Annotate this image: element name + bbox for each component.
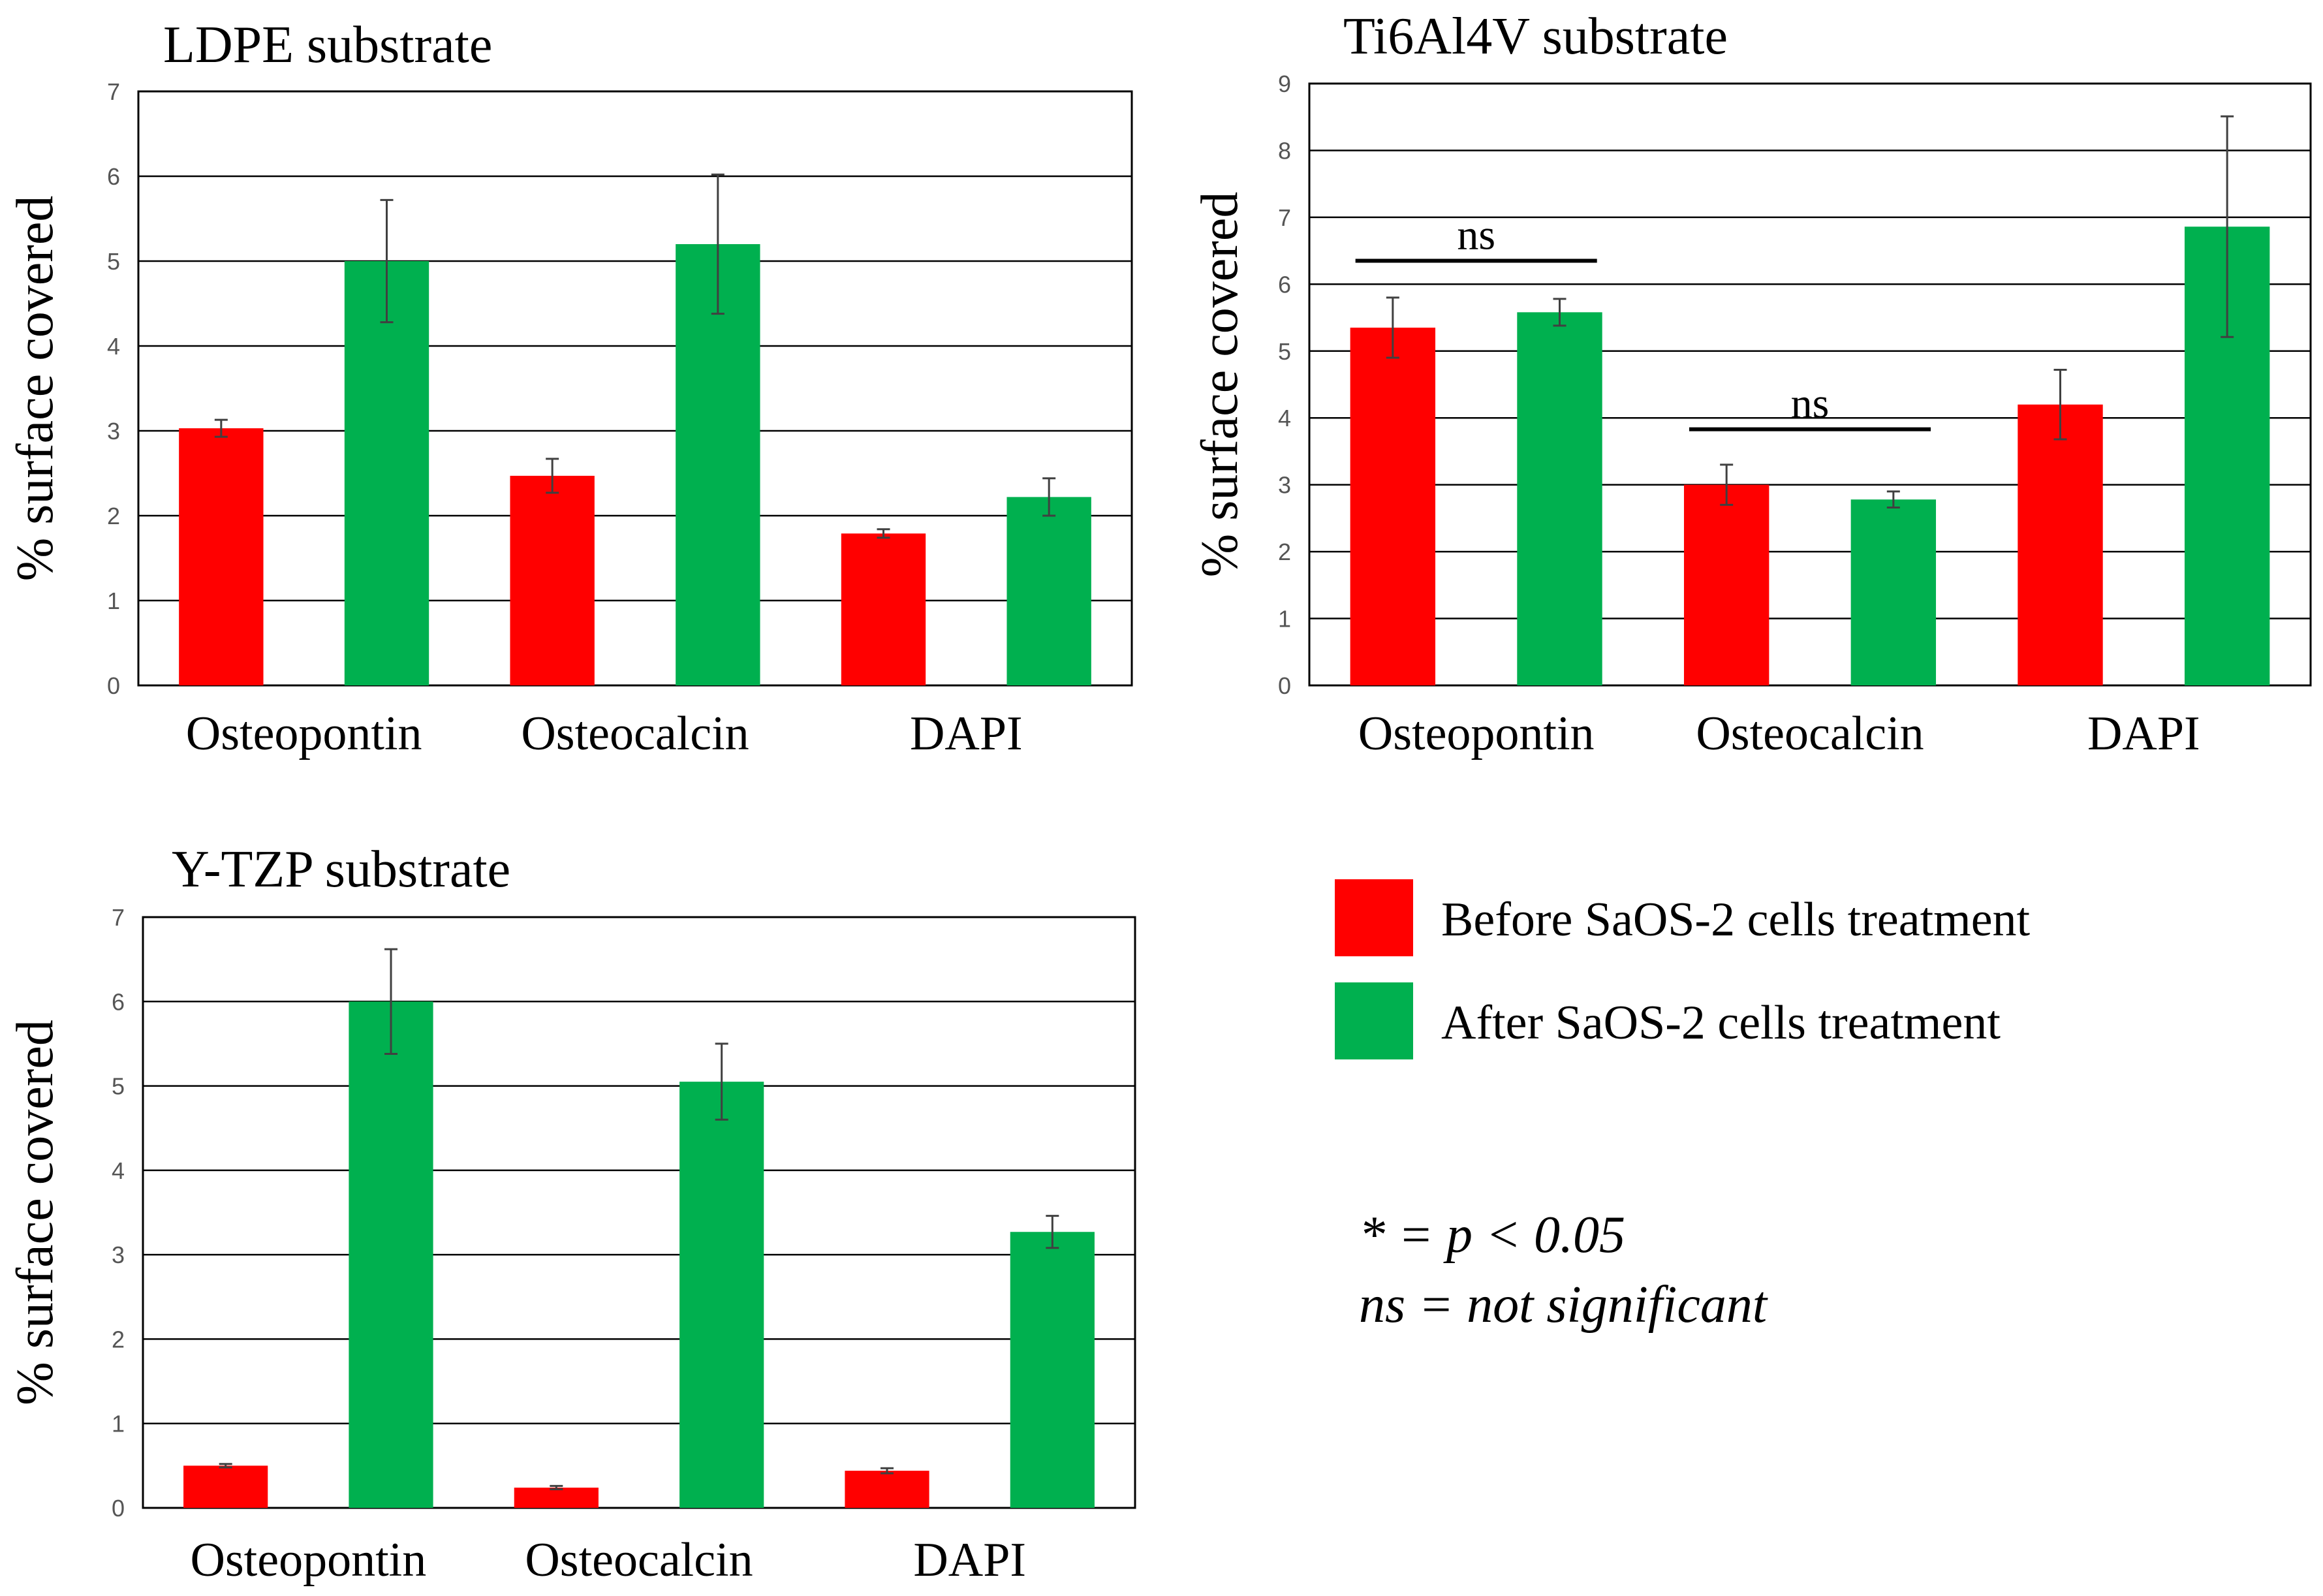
chart-2-error-bar-osteocalcin-before	[550, 1484, 563, 1491]
chart-2-bar-dapi-before	[845, 1471, 929, 1508]
chart-1-x-tick-dapi: DAPI	[2087, 707, 2200, 760]
chart-1-bar-osteocalcin-after	[1850, 499, 1937, 685]
chart-2-y-tick-0: 0	[112, 1495, 125, 1522]
chart-1-error-bar-dapi-after	[2221, 115, 2234, 338]
chart-1-y-tick-5: 5	[1278, 338, 1291, 365]
chart-0-y-tick-6: 6	[107, 163, 120, 190]
chart-0-bar-osteopontin-after	[344, 261, 429, 685]
chart-ytzp: Y-TZP substrate % surface covered 0 1 2 3 4 5 6 7…	[7, 841, 1136, 1587]
chart-1-bar-dapi-before	[2018, 404, 2103, 685]
legend-swatch-before	[1335, 879, 1413, 956]
chart-2-y-tick-5: 5	[112, 1073, 125, 1100]
chart-1-y-tick-2: 2	[1278, 539, 1291, 565]
significance-notes: * = p < 0.05 ns = not significant	[1359, 1206, 1768, 1334]
chart-0-bar-dapi-before	[841, 533, 926, 685]
chart-0-error-bar-osteocalcin-after	[711, 173, 725, 315]
chart-0-error-bar-osteopontin-before	[214, 418, 228, 438]
chart-ldpe: LDPE substrate % surface covered 0 1 2 3 4 5 6 7 O…	[7, 16, 1133, 760]
chart-2-error-bar-dapi-before	[881, 1467, 894, 1475]
chart-0-error-bar-dapi-before	[877, 528, 890, 539]
note-p-value: * = p < 0.05	[1359, 1206, 1625, 1264]
chart-0-title: LDPE substrate	[163, 16, 492, 74]
chart-1-y-axis-label: % surface covered	[1191, 192, 1249, 578]
chart-2-x-tick-osteopontin: Osteopontin	[190, 1533, 426, 1587]
chart-0-y-tick-4: 4	[107, 333, 120, 360]
legend-label-after: After SaOS-2 cells treatment	[1441, 996, 2001, 1050]
chart-2-y-tick-1: 1	[112, 1411, 125, 1437]
chart-1-error-bar-dapi-before	[2053, 368, 2067, 441]
chart-2-bar-osteocalcin-before	[514, 1487, 599, 1508]
chart-1-y-tick-8: 8	[1278, 137, 1291, 164]
chart-2-title: Y-TZP substrate	[172, 841, 510, 898]
chart-2-y-tick-7: 7	[112, 904, 125, 931]
chart-1-error-bar-osteopontin-after	[1553, 298, 1567, 327]
chart-2-error-bar-osteopontin-after	[384, 948, 398, 1055]
chart-0-y-axis-label: % surface covered	[7, 196, 64, 582]
chart-0-error-bar-osteocalcin-before	[546, 458, 559, 494]
chart-2-y-axis-label: % surface covered	[7, 1020, 64, 1405]
chart-1-bar-osteocalcin-before	[1683, 484, 1770, 685]
chart-ti6al4v: Ti6Al4V substrate % surface covered 0 1 2 3 4 5…	[1191, 8, 2312, 760]
chart-1-x-tick-osteocalcin: Osteocalcin	[1696, 707, 1924, 760]
chart-2-y-tick-2: 2	[112, 1326, 125, 1353]
chart-0-error-bar-dapi-after	[1042, 477, 1056, 517]
chart-1-ns-label-1: ns	[1791, 380, 1830, 428]
chart-1-error-bar-osteocalcin-after	[1886, 490, 1900, 509]
chart-1-y-tick-6: 6	[1278, 271, 1291, 298]
chart-0-error-bar-osteopontin-after	[380, 198, 394, 324]
chart-2-bar-osteopontin-before	[183, 1465, 268, 1508]
chart-0-y-tick-3: 3	[107, 418, 120, 445]
chart-2-bar-osteopontin-after	[349, 1001, 433, 1508]
chart-1-title: Ti6Al4V substrate	[1343, 8, 1728, 65]
chart-1-error-bar-osteocalcin-before	[1720, 463, 1734, 506]
chart-2-error-bar-osteocalcin-after	[715, 1042, 728, 1121]
chart-0-y-tick-7: 7	[107, 78, 120, 105]
chart-2-x-tick-osteocalcin: Osteocalcin	[525, 1533, 753, 1587]
chart-2-error-bar-dapi-after	[1046, 1215, 1059, 1249]
chart-0-bar-osteopontin-before	[179, 428, 264, 685]
chart-0-plot-frame	[137, 90, 1133, 687]
chart-2-y-tick-4: 4	[112, 1157, 125, 1184]
chart-1-error-bar-osteopontin-before	[1386, 296, 1399, 359]
chart-1-ns-label-0: ns	[1457, 211, 1495, 258]
chart-0-y-tick-0: 0	[107, 672, 120, 699]
chart-2-plot-frame	[142, 916, 1136, 1509]
chart-0-y-tick-1: 1	[107, 587, 120, 614]
chart-0-x-tick-osteopontin: Osteopontin	[186, 707, 422, 760]
chart-2-bar-dapi-after	[1010, 1232, 1095, 1508]
chart-0-x-tick-osteocalcin: Osteocalcin	[521, 707, 749, 760]
chart-0-x-tick-dapi: DAPI	[910, 707, 1023, 760]
chart-0-y-tick-2: 2	[107, 503, 120, 529]
chart-2-error-bar-osteopontin-before	[219, 1463, 232, 1469]
chart-1-y-tick-4: 4	[1278, 405, 1291, 431]
chart-1-plot-frame	[1308, 82, 2312, 687]
chart-2-x-tick-dapi: DAPI	[913, 1533, 1026, 1587]
chart-1-y-tick-9: 9	[1278, 70, 1291, 97]
note-ns: ns = not significant	[1359, 1276, 1768, 1334]
chart-2-y-tick-6: 6	[112, 988, 125, 1015]
chart-0-y-tick-5: 5	[107, 248, 120, 275]
chart-0-bar-dapi-after	[1006, 497, 1091, 685]
legend-label-before: Before SaOS-2 cells treatment	[1441, 893, 2031, 947]
chart-1-y-tick-1: 1	[1278, 606, 1291, 633]
chart-1-bar-osteopontin-before	[1350, 327, 1436, 685]
legend: Before SaOS-2 cells treatment After SaOS…	[1335, 879, 2031, 1059]
chart-1-y-tick-3: 3	[1278, 472, 1291, 499]
legend-swatch-after	[1335, 982, 1413, 1059]
chart-1-y-tick-0: 0	[1278, 672, 1291, 699]
chart-0-bar-osteocalcin-before	[510, 475, 595, 685]
chart-1-x-tick-osteopontin: Osteopontin	[1358, 707, 1595, 760]
chart-2-bar-osteocalcin-after	[679, 1082, 764, 1508]
chart-2-y-tick-3: 3	[112, 1242, 125, 1268]
chart-1-y-tick-7: 7	[1278, 204, 1291, 231]
chart-1-bar-osteopontin-after	[1517, 312, 1602, 685]
chart-0-bar-osteocalcin-after	[676, 244, 760, 685]
